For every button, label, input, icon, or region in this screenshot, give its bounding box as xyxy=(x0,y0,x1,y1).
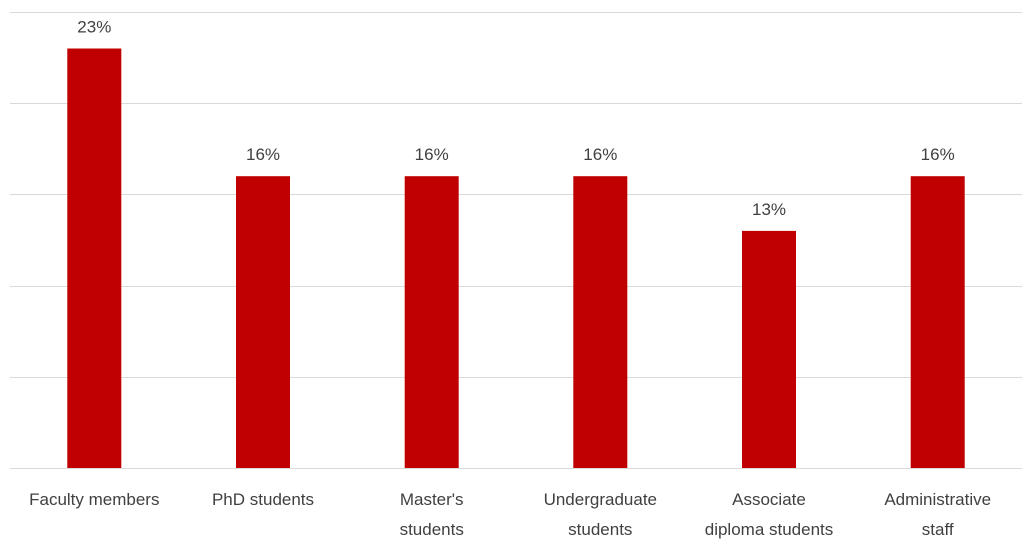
bar xyxy=(404,176,459,468)
category-label-line: Associate xyxy=(732,490,806,509)
bar xyxy=(742,230,796,468)
data-label: 13% xyxy=(752,200,786,219)
data-label: 16% xyxy=(246,145,280,164)
bar xyxy=(910,176,965,468)
category-labels: Faculty members PhD students Master's stude… xyxy=(29,490,991,539)
category-label-line: Faculty members xyxy=(29,490,159,509)
bar xyxy=(67,48,122,468)
bars xyxy=(67,48,965,468)
category-label: Administrative staff xyxy=(884,490,991,539)
category-label-line: Master's xyxy=(400,490,464,509)
data-label: 16% xyxy=(921,145,955,164)
bar xyxy=(573,176,628,468)
category-label: Undergraduate students xyxy=(544,490,657,539)
category-label-line: students xyxy=(568,520,632,539)
category-label: Master's students xyxy=(400,490,464,539)
data-label: 16% xyxy=(415,145,449,164)
category-label: Faculty members xyxy=(29,490,159,509)
category-label-line: Administrative xyxy=(884,490,991,509)
category-label-line: Undergraduate xyxy=(544,490,657,509)
category-label-line: PhD students xyxy=(212,490,314,509)
category-label-line: diploma students xyxy=(705,520,834,539)
category-label: PhD students xyxy=(212,490,314,509)
category-label-line: staff xyxy=(922,520,954,539)
data-labels: 23% 16% 16% 16% 13% 16% xyxy=(77,18,954,219)
data-label: 16% xyxy=(583,145,617,164)
bar xyxy=(236,176,290,468)
gridlines xyxy=(10,12,1022,469)
data-label: 23% xyxy=(77,18,111,37)
category-label: Associate diploma students xyxy=(705,490,834,539)
category-label-line: students xyxy=(400,520,464,539)
